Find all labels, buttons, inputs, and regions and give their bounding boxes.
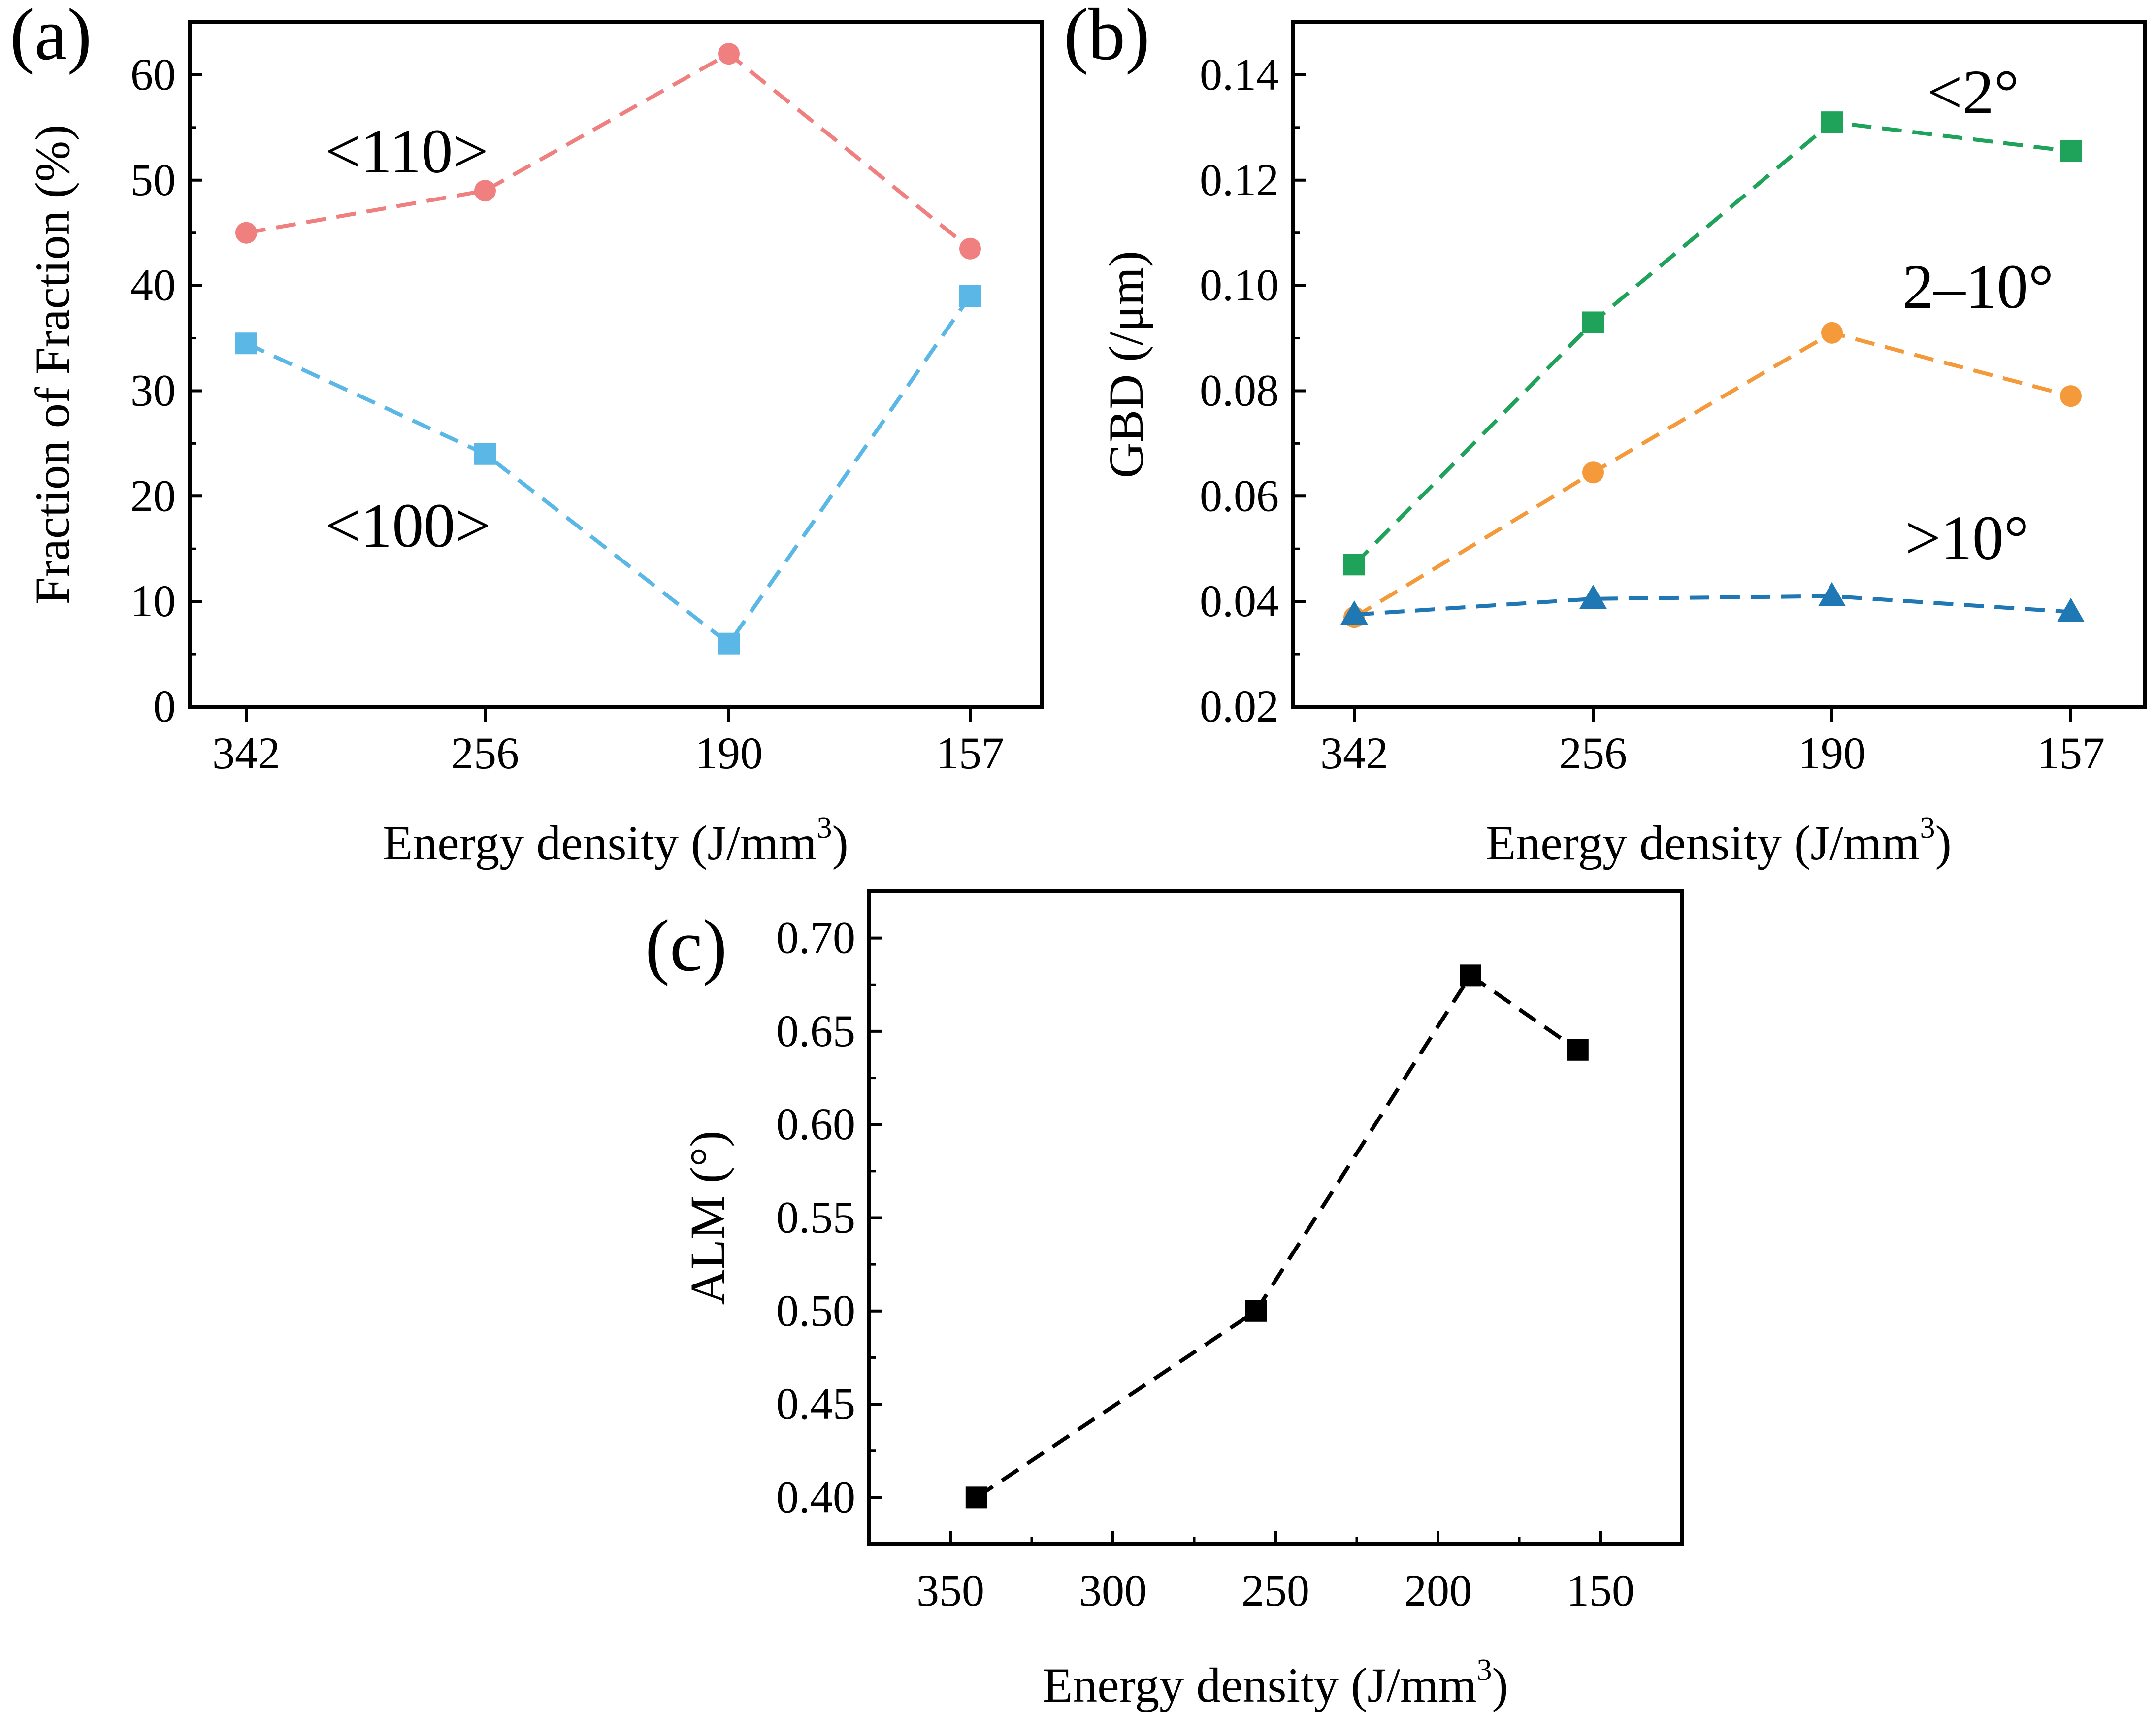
series-label: <2° bbox=[1927, 57, 2019, 127]
y-tick-label: 0 bbox=[153, 681, 176, 731]
data-point bbox=[1340, 600, 1368, 625]
y-tick-label: 0.10 bbox=[1200, 260, 1279, 310]
y-axis-label: ALM (°) bbox=[680, 1131, 735, 1305]
data-point bbox=[2060, 140, 2082, 162]
data-point bbox=[1343, 554, 1365, 576]
x-tick-label: 256 bbox=[1559, 728, 1627, 778]
y-tick-label: 0.04 bbox=[1200, 576, 1279, 626]
y-tick-label: 50 bbox=[131, 155, 176, 205]
series-label: <110> bbox=[325, 116, 489, 186]
y-tick-label: 40 bbox=[131, 260, 176, 310]
panel-label: (a) bbox=[10, 0, 92, 75]
x-tick-label: 190 bbox=[1798, 728, 1866, 778]
x-tick-label: 300 bbox=[1079, 1565, 1147, 1615]
series-label: >10° bbox=[1905, 503, 2029, 573]
panel-label: (c) bbox=[645, 905, 727, 987]
plot-frame bbox=[188, 20, 1044, 709]
series-line bbox=[1353, 120, 2071, 566]
y-tick-label: 0.45 bbox=[776, 1379, 855, 1429]
chart-panel-c: 0.40 0.45 0.50 0.55 0.60 0.65 0.70 350 300 250 200… bbox=[645, 889, 1684, 1712]
series-line bbox=[246, 51, 972, 250]
data-point bbox=[1567, 1039, 1589, 1061]
series-line bbox=[975, 972, 1579, 1499]
x-tick-label: 157 bbox=[2037, 728, 2105, 778]
y-tick-label: 0.60 bbox=[776, 1099, 855, 1149]
series-line bbox=[1353, 330, 2072, 619]
x-axis-label: Energy density (J/mm3) bbox=[383, 811, 849, 870]
plot-frame bbox=[1291, 20, 2147, 709]
x-tick-label: 342 bbox=[1320, 728, 1388, 778]
x-tick-label: 250 bbox=[1241, 1565, 1309, 1615]
data-point bbox=[1582, 311, 1604, 333]
data-point bbox=[1245, 1300, 1267, 1322]
data-point bbox=[235, 332, 257, 355]
series-label: <100> bbox=[325, 491, 490, 560]
y-axis-label: Fraction of Fraction (%) bbox=[25, 125, 80, 605]
panel-label: (b) bbox=[1064, 0, 1150, 75]
data-point bbox=[2060, 385, 2082, 407]
y-tick-label: 0.08 bbox=[1200, 365, 1279, 415]
y-tick-label: 0.02 bbox=[1200, 681, 1279, 731]
x-tick-label: 190 bbox=[695, 728, 763, 778]
data-point bbox=[959, 285, 981, 307]
data-point bbox=[1821, 322, 1843, 344]
x-tick-label: 256 bbox=[451, 728, 519, 778]
y-tick-label: 0.12 bbox=[1200, 155, 1279, 205]
y-tick-label: 0.50 bbox=[776, 1285, 855, 1336]
x-tick-label: 200 bbox=[1404, 1565, 1472, 1615]
data-point bbox=[1582, 461, 1604, 484]
y-axis-label: GBD (/μm) bbox=[1099, 251, 1153, 478]
y-tick-label: 0.55 bbox=[776, 1192, 855, 1243]
y-tick-label: 0.65 bbox=[776, 1006, 855, 1056]
y-tick-label: 0.70 bbox=[776, 913, 855, 963]
data-point bbox=[235, 222, 257, 244]
data-point bbox=[474, 443, 496, 465]
data-point bbox=[718, 43, 740, 65]
x-tick-label: 150 bbox=[1567, 1565, 1634, 1615]
data-point bbox=[718, 632, 740, 655]
x-tick-label: 157 bbox=[936, 728, 1004, 778]
chart-panel-b: 0.02 0.04 0.06 0.08 0.10 0.12 0.14 342 256 190 157… bbox=[1064, 0, 2147, 870]
x-tick-label: 350 bbox=[916, 1565, 984, 1615]
data-point bbox=[1821, 111, 1843, 133]
x-axis-label: Energy density (J/mm3) bbox=[1486, 811, 1952, 870]
x-tick-label: 342 bbox=[212, 728, 280, 778]
chart-panel-a: 0 10 20 30 40 50 60 342 256 190 157 <110> <100> (a) En… bbox=[10, 0, 1044, 870]
x-axis-label: Energy density (J/mm3) bbox=[1043, 1653, 1508, 1712]
data-point bbox=[474, 180, 496, 202]
data-point bbox=[1818, 582, 1846, 606]
data-point bbox=[1460, 964, 1481, 987]
series-line bbox=[1354, 594, 2071, 617]
data-point bbox=[1579, 585, 1607, 609]
series-label: 2–10° bbox=[1902, 252, 2054, 322]
y-tick-label: 0.40 bbox=[776, 1472, 855, 1522]
y-tick-label: 10 bbox=[131, 576, 176, 626]
y-tick-label: 0.14 bbox=[1200, 49, 1279, 99]
data-point bbox=[965, 1486, 987, 1509]
y-tick-label: 30 bbox=[131, 365, 176, 415]
data-point bbox=[2057, 597, 2085, 622]
plot-frame bbox=[867, 889, 1684, 1546]
y-tick-label: 20 bbox=[131, 470, 176, 521]
y-tick-label: 0.06 bbox=[1200, 470, 1279, 521]
data-point bbox=[959, 237, 981, 260]
series-line bbox=[245, 295, 972, 647]
y-tick-label: 60 bbox=[131, 49, 176, 99]
